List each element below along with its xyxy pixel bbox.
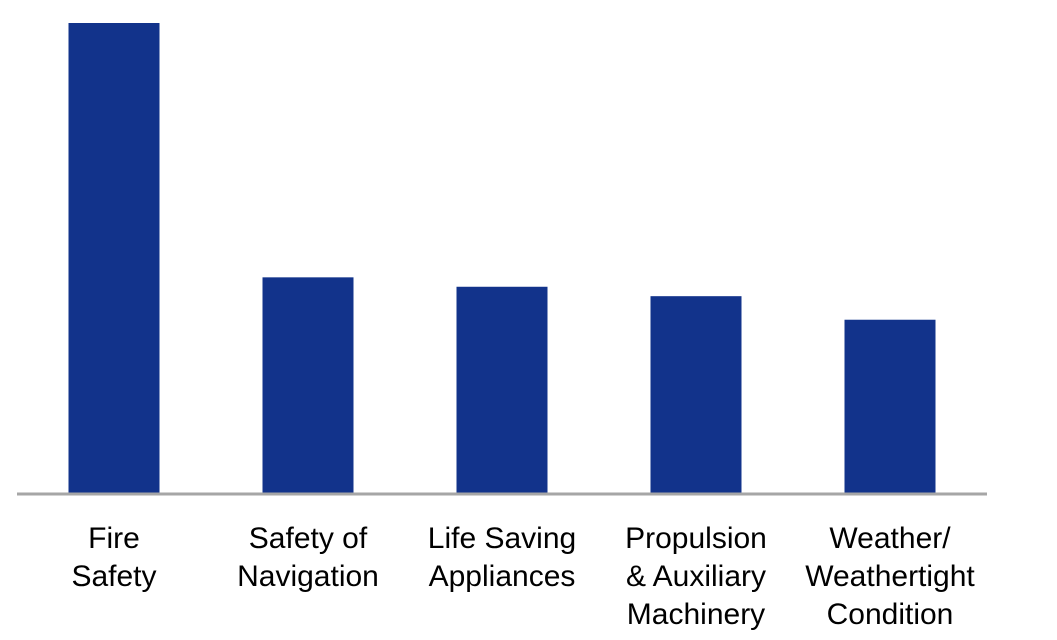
category-label-line: Condition [827, 598, 954, 631]
bar-2 [456, 286, 548, 494]
category-label-line: Weather/ [829, 522, 951, 555]
category-label-line: Safety [71, 560, 156, 593]
category-label-3: Propulsion & Auxiliary Machinery [625, 522, 767, 631]
bar-4 [844, 319, 936, 494]
category-label-0: Fire Safety [71, 522, 156, 593]
bar-1 [262, 277, 354, 494]
bar-0 [68, 23, 160, 494]
category-label-line: Fire [88, 522, 140, 555]
category-label-1: Safety of Navigation [237, 522, 379, 593]
category-label-line: Propulsion [625, 522, 767, 555]
category-label-4: Weather/Weathertight Condition [805, 522, 975, 631]
category-label-line: Weathertight [805, 560, 975, 593]
bars-layer [68, 23, 936, 494]
category-label-line: Machinery [627, 598, 765, 631]
category-labels: Fire Safety Safety of Navigation Life Saving… [71, 522, 975, 631]
category-label-line: & Auxiliary [626, 560, 766, 593]
category-label-line: Appliances [429, 560, 576, 593]
category-label-line: Life Saving [428, 522, 576, 555]
bar-3 [650, 296, 742, 494]
category-label-line: Navigation [237, 560, 379, 593]
category-label-line: Safety of [249, 522, 368, 555]
category-label-2: Life Saving Appliances [428, 522, 576, 593]
